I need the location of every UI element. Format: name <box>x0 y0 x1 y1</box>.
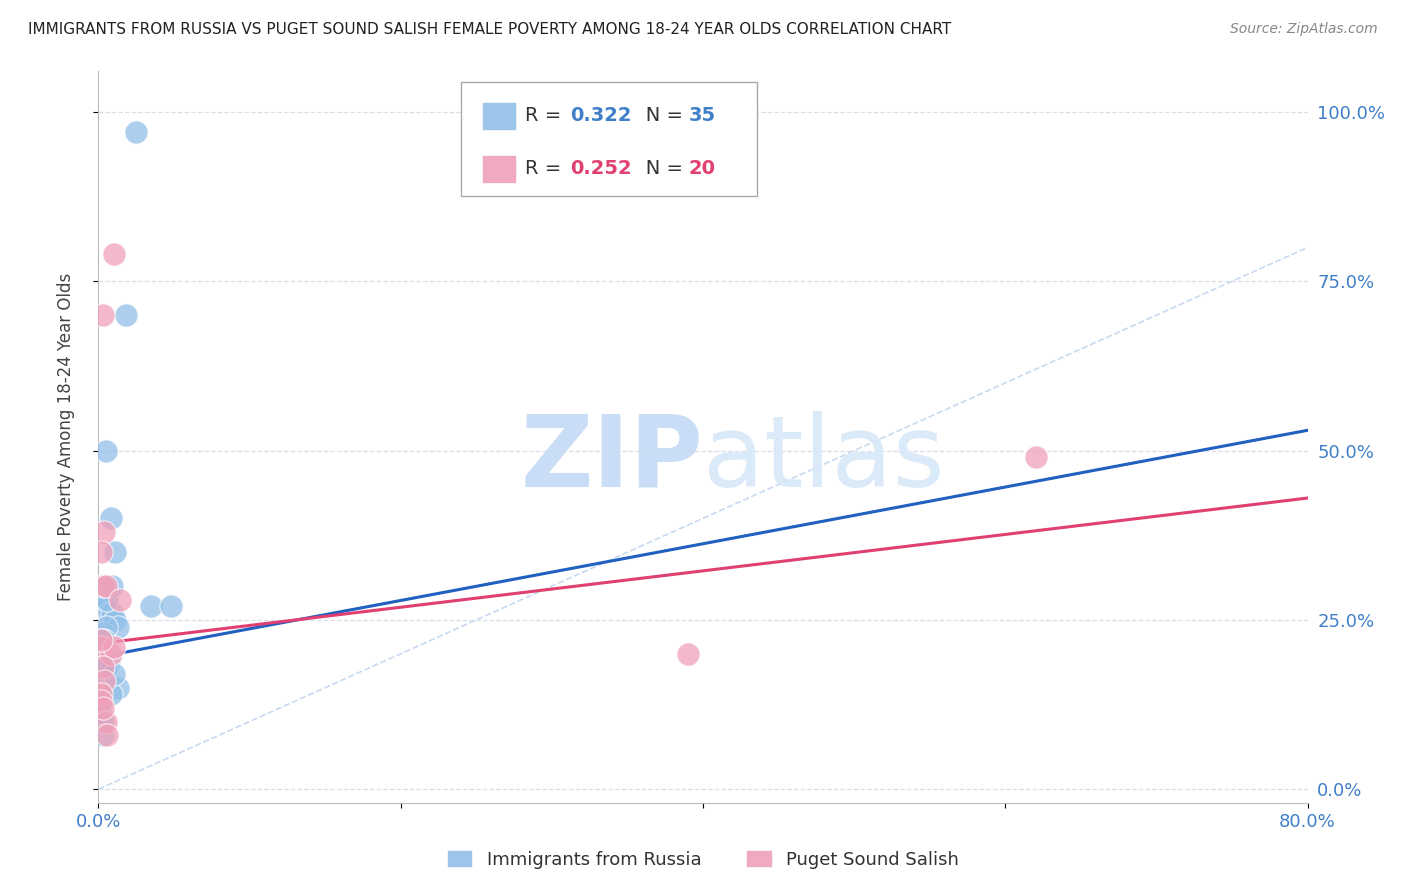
Point <box>125 125 148 139</box>
Point <box>90 545 112 559</box>
Point <box>90 633 112 648</box>
Point <box>90 640 112 654</box>
Point <box>103 247 125 261</box>
Point <box>93 673 115 688</box>
Y-axis label: Female Poverty Among 18-24 Year Olds: Female Poverty Among 18-24 Year Olds <box>56 273 75 601</box>
Point <box>98 606 121 620</box>
Point <box>103 640 125 654</box>
Point <box>96 599 118 614</box>
Point <box>90 694 112 708</box>
Text: 0.322: 0.322 <box>569 106 631 125</box>
Point <box>94 620 117 634</box>
Point <box>160 599 183 614</box>
Bar <box>482 102 516 129</box>
Point <box>90 681 112 695</box>
Point <box>91 660 114 674</box>
Point <box>93 633 115 648</box>
Text: Source: ZipAtlas.com: Source: ZipAtlas.com <box>1230 22 1378 37</box>
Point <box>100 688 122 702</box>
Point <box>91 308 114 322</box>
Bar <box>482 155 516 183</box>
Text: 35: 35 <box>689 106 716 125</box>
Text: N =: N = <box>627 106 689 125</box>
Text: ZIP: ZIP <box>520 410 703 508</box>
Point <box>91 579 114 593</box>
Point <box>93 647 115 661</box>
Point <box>91 626 114 640</box>
Text: R =: R = <box>526 159 568 178</box>
Point <box>91 714 114 729</box>
Text: 0.252: 0.252 <box>569 159 631 178</box>
Point <box>90 640 112 654</box>
Point <box>90 633 112 648</box>
Point <box>676 647 699 661</box>
Point <box>89 701 111 715</box>
Point <box>91 728 114 742</box>
Point <box>93 599 115 614</box>
Text: IMMIGRANTS FROM RUSSIA VS PUGET SOUND SALISH FEMALE POVERTY AMONG 18-24 YEAR OLD: IMMIGRANTS FROM RUSSIA VS PUGET SOUND SA… <box>28 22 952 37</box>
Point <box>90 688 112 702</box>
Point <box>114 308 136 322</box>
Text: atlas: atlas <box>703 410 945 508</box>
Point <box>101 579 124 593</box>
Point <box>90 660 112 674</box>
Point <box>141 599 163 614</box>
Point <box>108 592 131 607</box>
Legend: Immigrants from Russia, Puget Sound Salish: Immigrants from Russia, Puget Sound Sali… <box>437 841 969 878</box>
Point <box>1024 450 1046 465</box>
Point <box>104 545 127 559</box>
Point <box>90 592 112 607</box>
Point <box>89 640 111 654</box>
Point <box>103 667 125 681</box>
Point <box>94 579 117 593</box>
Point <box>91 701 114 715</box>
Text: N =: N = <box>627 159 689 178</box>
Point <box>90 707 112 722</box>
Point <box>100 511 122 525</box>
Point <box>94 443 117 458</box>
Point <box>107 681 129 695</box>
Point <box>100 647 122 661</box>
Point <box>94 660 117 674</box>
Point <box>96 728 118 742</box>
Point <box>98 654 121 668</box>
Text: R =: R = <box>526 106 568 125</box>
FancyBboxPatch shape <box>461 82 758 195</box>
Point <box>94 714 117 729</box>
Point <box>107 620 129 634</box>
Point <box>96 592 118 607</box>
Point <box>93 524 115 539</box>
Point <box>101 606 124 620</box>
Text: 20: 20 <box>689 159 716 178</box>
Point <box>91 579 114 593</box>
Point <box>104 613 127 627</box>
